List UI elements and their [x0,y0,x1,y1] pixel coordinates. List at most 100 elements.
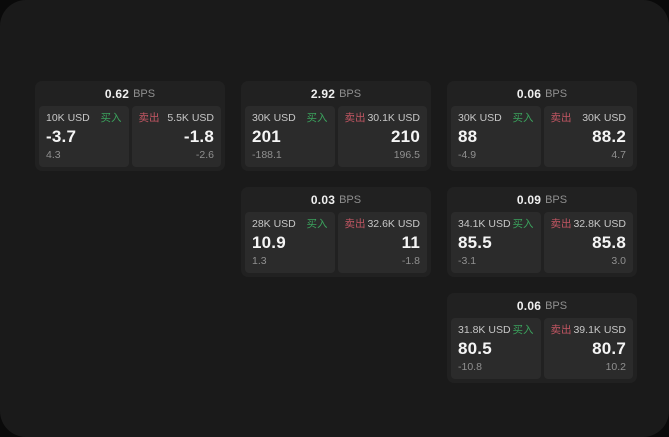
buy-panel-header: 10K USD 买入 [46,112,122,125]
sell-side-label: 卖出 [550,324,572,336]
buy-side-label: 买入 [100,112,122,124]
sell-panel[interactable]: 卖出 30K USD 88.2 4.7 [543,106,633,167]
bps-card: 0.06 BPS 31.8K USD 买入 80.5 -10.8 卖出 39.1… [447,293,637,383]
bps-header: 2.92 BPS [245,81,427,106]
buy-side-label: 买入 [306,218,328,230]
buy-panel-header: 28K USD 买入 [252,218,328,231]
card-body: 28K USD 买入 10.9 1.3 卖出 32.6K USD 11 -1.8 [245,212,427,273]
sell-panel[interactable]: 卖出 32.8K USD 85.8 3.0 [543,212,633,273]
buy-panel[interactable]: 30K USD 买入 201 -188.1 [245,106,335,167]
buy-delta: -10.8 [458,361,482,373]
sell-panel-header: 卖出 32.8K USD [551,218,627,231]
sell-panel[interactable]: 卖出 30.1K USD 210 196.5 [337,106,427,167]
buy-price: 88 [458,127,478,146]
buy-amount-label: 30K USD [458,112,502,124]
buy-panel[interactable]: 31.8K USD 买入 80.5 -10.8 [451,318,541,379]
buy-panel[interactable]: 28K USD 买入 10.9 1.3 [245,212,335,273]
sell-price: 210 [391,127,420,146]
buy-price: 201 [252,127,281,146]
sell-amount-label: 32.6K USD [367,218,420,230]
bps-value: 0.06 [516,86,542,101]
buy-side-label: 买入 [306,112,328,124]
sell-panel[interactable]: 卖出 39.1K USD 80.7 10.2 [543,318,633,379]
bps-card: 0.09 BPS 34.1K USD 买入 85.5 -3.1 卖出 32.8K… [447,187,637,277]
bps-card: 0.06 BPS 30K USD 买入 88 -4.9 卖出 30K USD 8… [447,81,637,171]
sell-amount-label: 30K USD [582,112,626,124]
bps-header: 0.09 BPS [451,187,633,212]
sell-price: 11 [401,233,420,252]
sell-price: 88.2 [592,127,626,146]
buy-amount-label: 28K USD [252,218,296,230]
bps-unit-label: BPS [133,87,156,100]
card-body: 30K USD 买入 201 -188.1 卖出 30.1K USD 210 1… [245,106,427,167]
buy-price: 85.5 [458,233,492,252]
sell-panel[interactable]: 卖出 5.5K USD -1.8 -2.6 [131,106,221,167]
bps-header: 0.62 BPS [39,81,221,106]
sell-amount-label: 5.5K USD [167,112,214,124]
sell-amount-label: 32.8K USD [573,218,626,230]
sell-delta: 4.7 [611,149,626,161]
buy-delta: -188.1 [252,149,282,161]
sell-price: -1.8 [183,127,214,146]
sell-panel-header: 卖出 30K USD [551,112,627,125]
buy-panel-header: 30K USD 买入 [458,112,534,125]
sell-price: 85.8 [592,233,626,252]
buy-panel[interactable]: 30K USD 买入 88 -4.9 [451,106,541,167]
buy-delta: -3.1 [458,255,477,267]
card-body: 34.1K USD 买入 85.5 -3.1 卖出 32.8K USD 85.8… [451,212,633,273]
bps-header: 0.03 BPS [245,187,427,212]
buy-delta: 4.3 [46,149,61,161]
buy-side-label: 买入 [512,112,534,124]
buy-panel-header: 34.1K USD 买入 [458,218,534,231]
bps-header: 0.06 BPS [451,293,633,318]
bps-value: 0.62 [104,86,130,101]
buy-price: -3.7 [46,127,77,146]
sell-delta: 10.2 [605,361,626,373]
bps-value: 0.03 [310,192,336,207]
buy-amount-label: 30K USD [252,112,296,124]
buy-panel-header: 31.8K USD 买入 [458,324,534,337]
bps-unit-label: BPS [545,193,568,206]
buy-panel[interactable]: 34.1K USD 买入 85.5 -3.1 [451,212,541,273]
sell-panel[interactable]: 卖出 32.6K USD 11 -1.8 [337,212,427,273]
card-body: 10K USD 买入 -3.7 4.3 卖出 5.5K USD -1.8 -2.… [39,106,221,167]
buy-amount-label: 34.1K USD [458,218,511,230]
sell-side-label: 卖出 [344,218,366,230]
sell-panel-header: 卖出 5.5K USD [139,112,215,125]
bps-unit-label: BPS [339,87,362,100]
sell-price: 80.7 [592,339,626,358]
sell-panel-header: 卖出 30.1K USD [345,112,421,125]
buy-amount-label: 31.8K USD [458,324,511,336]
buy-delta: 1.3 [252,255,267,267]
bps-card: 0.03 BPS 28K USD 买入 10.9 1.3 卖出 32.6K US… [241,187,431,277]
sell-delta: 3.0 [611,255,626,267]
buy-price: 80.5 [458,339,492,358]
sell-side-label: 卖出 [138,112,160,124]
buy-amount-label: 10K USD [46,112,90,124]
sell-delta: -1.8 [401,255,420,267]
bps-unit-label: BPS [339,193,362,206]
bps-header: 0.06 BPS [451,81,633,106]
bps-value: 0.09 [516,192,542,207]
sell-side-label: 卖出 [550,218,572,230]
bps-value: 0.06 [516,298,542,313]
sell-delta: -2.6 [195,149,214,161]
buy-panel[interactable]: 10K USD 买入 -3.7 4.3 [39,106,129,167]
buy-side-label: 买入 [512,218,534,230]
sell-amount-label: 39.1K USD [573,324,626,336]
bps-unit-label: BPS [545,87,568,100]
sell-amount-label: 30.1K USD [367,112,420,124]
card-body: 31.8K USD 买入 80.5 -10.8 卖出 39.1K USD 80.… [451,318,633,379]
buy-price: 10.9 [252,233,286,252]
bps-card: 2.92 BPS 30K USD 买入 201 -188.1 卖出 30.1K … [241,81,431,171]
sell-panel-header: 卖出 32.6K USD [345,218,421,231]
bps-value: 2.92 [310,86,336,101]
sell-delta: 196.5 [393,149,420,161]
buy-side-label: 买入 [512,324,534,336]
buy-delta: -4.9 [458,149,477,161]
bps-card: 0.62 BPS 10K USD 买入 -3.7 4.3 卖出 5.5K USD… [35,81,225,171]
sell-side-label: 卖出 [344,112,366,124]
sell-side-label: 卖出 [550,112,572,124]
